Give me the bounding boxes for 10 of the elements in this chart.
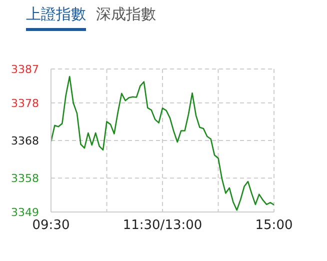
y-tick-label: 3368 [11,134,39,148]
x-tick-label: 09:30 [32,218,70,234]
y-tick-label: 3358 [11,172,39,186]
x-tick-label: 15:00 [255,218,293,234]
y-tick-label: 3378 [11,96,39,110]
y-tick-label: 3349 [11,206,39,219]
chart-title: 上證指數 [26,5,86,31]
text: 深成指數 [96,5,156,25]
y-tick-label: 3387 [11,63,39,76]
x-tick-label: 11:30/13:00 [122,218,202,234]
